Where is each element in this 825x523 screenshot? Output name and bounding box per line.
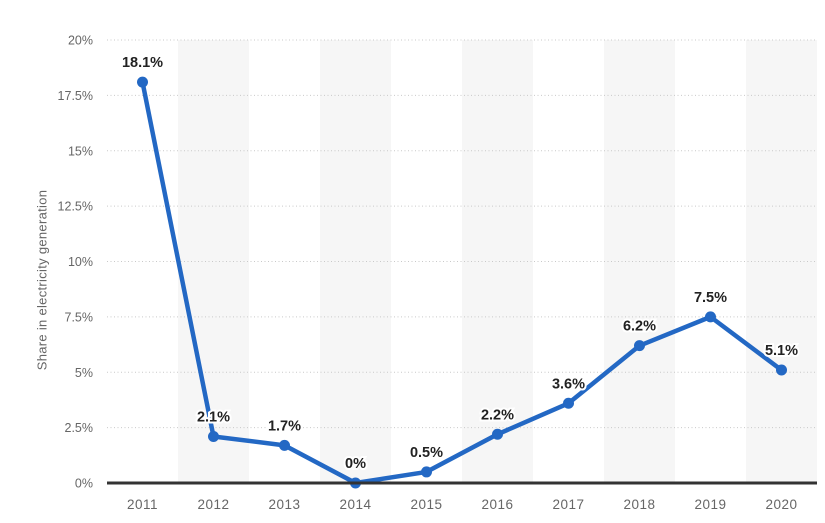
data-point-marker[interactable] [137,76,148,88]
data-point-label: 3.6% [552,376,585,392]
data-series-line [140,79,784,486]
data-point-marker[interactable] [279,439,290,451]
data-point-label: 2.2% [481,407,514,423]
x-tick-label: 2013 [268,497,300,512]
data-point-marker[interactable] [705,311,716,323]
y-tick-label: 15% [68,144,93,158]
data-point-label: 2.1% [197,409,230,425]
x-tick-label: 2011 [127,497,158,512]
data-point-label: 18.1% [122,55,163,71]
y-tick-label: 5% [75,366,93,380]
y-tick-label: 7.5% [65,310,94,324]
y-tick-label: 2.5% [65,421,94,435]
y-tick-label: 12.5% [58,200,93,214]
x-tick-label: 2016 [481,497,513,512]
y-tick-label: 20% [68,34,93,48]
data-point-label: 7.5% [694,290,727,306]
y-tick-label: 17.5% [58,89,93,103]
x-tick-label: 2019 [694,497,726,512]
x-tick-label: 2017 [552,497,584,512]
data-point-marker[interactable] [563,397,574,409]
y-tick-label: 10% [68,255,93,269]
data-point-marker[interactable] [421,466,432,478]
data-point-label: 5.1% [765,343,798,359]
data-point-marker[interactable] [492,428,503,440]
data-point-label: 0.5% [410,445,443,461]
x-tick-label: 2015 [410,497,442,512]
x-tick-label: 2014 [339,497,371,512]
y-tick-label: 0% [75,477,93,491]
data-point-label: 0% [345,456,366,472]
data-point-marker[interactable] [776,364,787,376]
data-point-label: 1.7% [268,418,301,434]
x-tick-label: 2012 [197,497,229,512]
data-point-label: 6.2% [623,319,656,335]
alt-year-band [746,40,817,483]
data-point-marker[interactable] [208,430,219,442]
alt-year-band [462,40,533,483]
x-tick-label: 2018 [623,497,655,512]
x-tick-label: 2020 [765,497,797,512]
data-point-marker[interactable] [634,340,645,352]
y-axis-title: Share in electricity generation [34,189,50,371]
